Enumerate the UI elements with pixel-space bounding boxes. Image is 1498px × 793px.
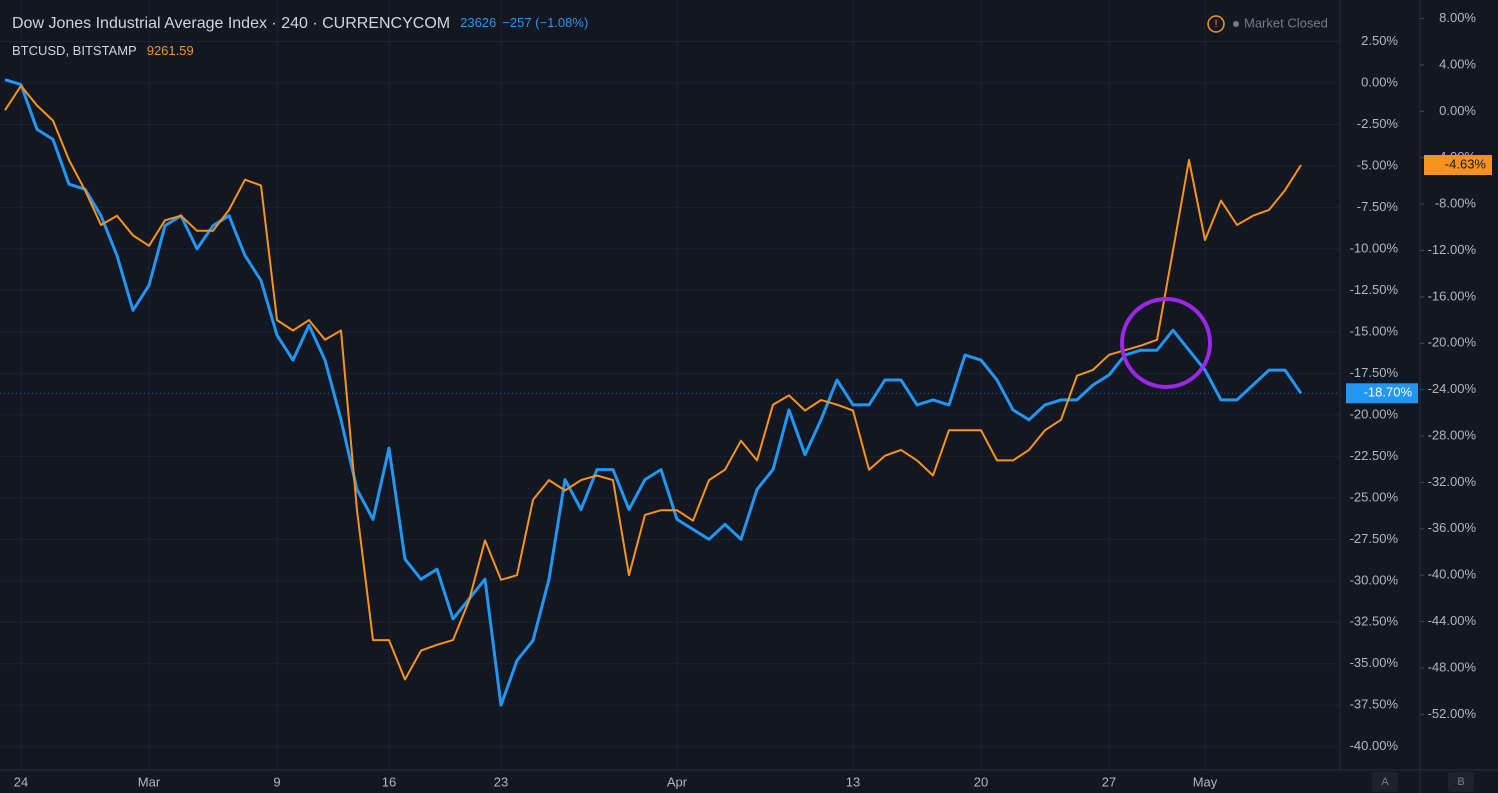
y-tick-label: -20.00% <box>1350 406 1399 421</box>
button-bg[interactable] <box>1448 772 1474 792</box>
grid <box>0 0 1340 770</box>
x-tick-label: 16 <box>382 774 396 789</box>
x-tick-label: 13 <box>846 774 860 789</box>
scale-button[interactable]: A <box>1381 776 1389 788</box>
y2-tick-label: -52.00% <box>1428 706 1477 721</box>
plot <box>0 78 1340 707</box>
status-icon-mark: ! <box>1214 18 1217 30</box>
y-tick-label: -15.00% <box>1350 323 1399 338</box>
series-name: Dow Jones Industrial Average Index <box>12 15 267 32</box>
y-tick-label: -12.50% <box>1350 282 1399 297</box>
legend-series: BTCUSD, BITSTAMP 9261.59 <box>12 43 194 58</box>
highlight-circle <box>1120 297 1212 389</box>
x-tick-label: 23 <box>494 774 508 789</box>
status-text: Market Closed <box>1244 15 1328 30</box>
y-tick-label: -5.00% <box>1357 157 1399 172</box>
y-tick-label: -35.00% <box>1350 655 1399 670</box>
last-value-label: -18.70% <box>1364 385 1413 400</box>
y2-tick-label: -12.00% <box>1428 242 1477 257</box>
x-tick-label: 27 <box>1102 774 1116 789</box>
y2-tick-label: -32.00% <box>1428 474 1477 489</box>
legend: Dow Jones Industrial Average Index · 240… <box>12 15 588 58</box>
y2-tick-label: -36.00% <box>1428 520 1477 535</box>
y-tick-label: -40.00% <box>1350 738 1399 753</box>
source: CURRENCYCOM <box>322 15 450 32</box>
market-status[interactable]: ! Market Closed <box>1207 15 1328 33</box>
y-tick-label: -32.50% <box>1350 614 1399 629</box>
legend-title: Dow Jones Industrial Average Index · 240… <box>12 15 588 32</box>
last-value-tag <box>1424 155 1492 176</box>
scale-buttons: A B <box>1372 772 1474 792</box>
y-tick-label: -27.50% <box>1350 531 1399 546</box>
last-price: 23626 <box>460 15 496 30</box>
last-price: 9261.59 <box>147 43 194 58</box>
y2-tick-label: 0.00% <box>1439 103 1476 118</box>
x-tick-label: 24 <box>14 774 28 789</box>
y2-tick-label: 4.00% <box>1439 56 1476 71</box>
x-tick-label: 20 <box>974 774 988 789</box>
y-tick-label: -22.50% <box>1350 448 1399 463</box>
button-bg[interactable] <box>1372 772 1398 792</box>
x-tick-label: May <box>1193 774 1218 789</box>
y-tick-label: -2.50% <box>1357 116 1399 131</box>
y2-tick-label: -44.00% <box>1428 613 1477 628</box>
y2-tick-label: -16.00% <box>1428 288 1477 303</box>
y-tick-label: -25.00% <box>1350 489 1399 504</box>
last-value-label: -4.63% <box>1445 156 1487 171</box>
x-tick-label: 9 <box>273 774 280 789</box>
price-change: −257 (−1.08%) <box>502 15 588 30</box>
y2-tick-label: -40.00% <box>1428 567 1477 582</box>
y2-tick-label: -48.00% <box>1428 659 1477 674</box>
y-tick-label: 2.50% <box>1361 33 1398 48</box>
last-value-tag <box>1346 383 1418 404</box>
y2-tick-label: -20.00% <box>1428 335 1477 350</box>
status-icon <box>1207 15 1225 33</box>
interval: 240 <box>281 15 308 32</box>
series-name: BTCUSD, BITSTAMP <box>12 43 137 58</box>
status-dot <box>1233 21 1239 27</box>
y2-tick-label: -28.00% <box>1428 427 1477 442</box>
series-line <box>4 84 1302 681</box>
x-tick-label: Mar <box>138 774 161 789</box>
y-tick-label: -7.50% <box>1357 199 1399 214</box>
y-tick-label: -37.50% <box>1350 697 1399 712</box>
y2-tick-label: -8.00% <box>1435 196 1477 211</box>
y-tick-label: -17.50% <box>1350 365 1399 380</box>
axes: 2.50% 0.00% -2.50% -5.00% -7.50% -10.00% -12.5… <box>14 10 1492 789</box>
x-tick-label: Apr <box>667 774 688 789</box>
y2-tick-label: -24.00% <box>1428 381 1477 396</box>
y2-tick-label: 8.00% <box>1439 10 1476 25</box>
y-tick-label: 0.00% <box>1361 74 1398 89</box>
y-tick-label: -30.00% <box>1350 572 1399 587</box>
y-tick-label: -10.00% <box>1350 240 1399 255</box>
scale-button[interactable]: B <box>1457 776 1464 788</box>
